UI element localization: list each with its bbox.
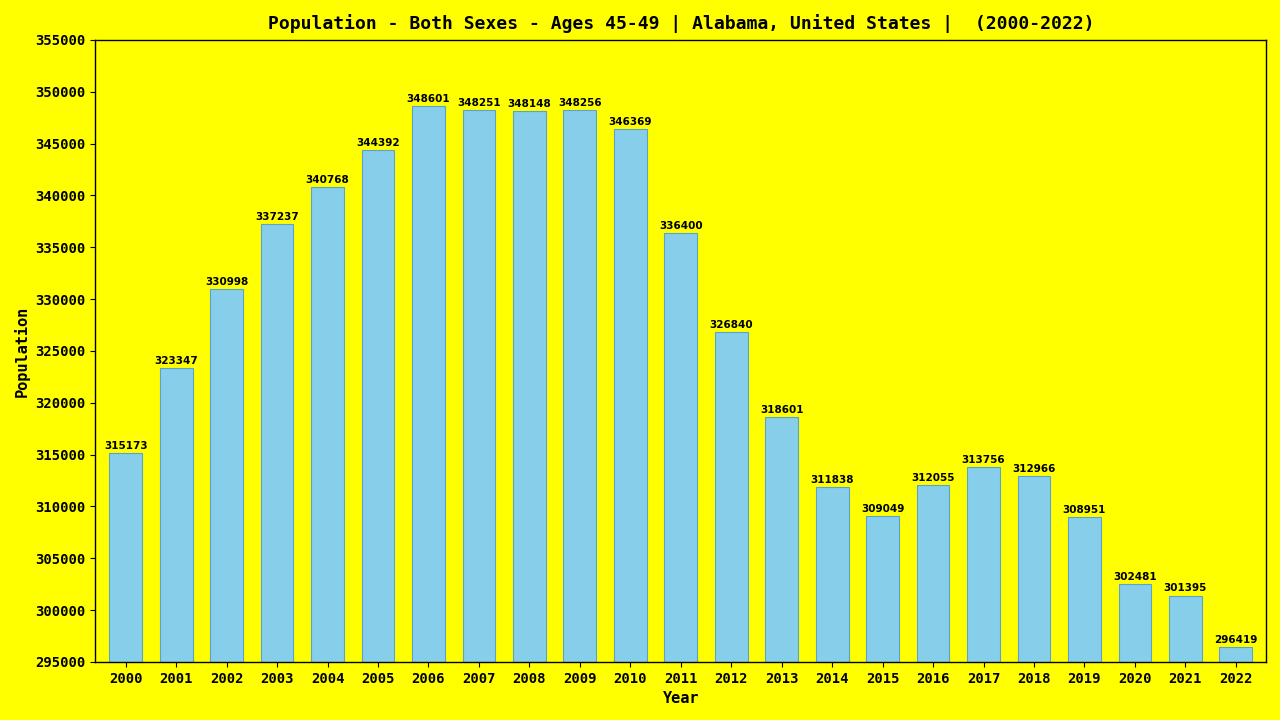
Text: 312966: 312966 (1012, 464, 1056, 474)
X-axis label: Year: Year (663, 691, 699, 706)
Text: 348256: 348256 (558, 98, 602, 108)
Bar (815, 487, 849, 662)
Y-axis label: Population: Population (14, 305, 29, 397)
Text: 336400: 336400 (659, 221, 703, 230)
Text: 309049: 309049 (861, 504, 904, 514)
Text: 346369: 346369 (608, 117, 652, 127)
Text: 313756: 313756 (961, 455, 1005, 465)
Bar (765, 417, 799, 662)
Text: 311838: 311838 (810, 475, 854, 485)
Title: Population - Both Sexes - Ages 45-49 | Alabama, United States |  (2000-2022): Population - Both Sexes - Ages 45-49 | A… (268, 14, 1094, 33)
Text: 315173: 315173 (104, 441, 147, 451)
Text: 312055: 312055 (911, 473, 955, 483)
Bar (968, 467, 1000, 662)
Bar (563, 110, 596, 662)
Bar (916, 485, 950, 662)
Bar (1068, 517, 1101, 662)
Bar (1018, 476, 1051, 662)
Bar (210, 289, 243, 662)
Text: 330998: 330998 (205, 276, 248, 287)
Bar (160, 368, 192, 662)
Text: 296419: 296419 (1215, 635, 1257, 645)
Text: 344392: 344392 (356, 138, 399, 148)
Text: 326840: 326840 (709, 320, 753, 330)
Text: 302481: 302481 (1114, 572, 1157, 582)
Bar (714, 332, 748, 662)
Text: 340768: 340768 (306, 176, 349, 186)
Bar (261, 224, 293, 662)
Text: 337237: 337237 (255, 212, 300, 222)
Bar (412, 107, 445, 662)
Text: 348148: 348148 (507, 99, 552, 109)
Bar (664, 233, 698, 662)
Bar (867, 516, 899, 662)
Text: 348601: 348601 (407, 94, 451, 104)
Bar (361, 150, 394, 662)
Text: 301395: 301395 (1164, 583, 1207, 593)
Text: 348251: 348251 (457, 98, 500, 108)
Bar (513, 111, 545, 662)
Bar (462, 110, 495, 662)
Text: 318601: 318601 (760, 405, 804, 415)
Bar (614, 130, 646, 662)
Bar (1119, 585, 1151, 662)
Text: 323347: 323347 (155, 356, 198, 366)
Text: 308951: 308951 (1062, 505, 1106, 516)
Bar (109, 453, 142, 662)
Bar (311, 187, 344, 662)
Bar (1169, 595, 1202, 662)
Bar (1220, 647, 1252, 662)
